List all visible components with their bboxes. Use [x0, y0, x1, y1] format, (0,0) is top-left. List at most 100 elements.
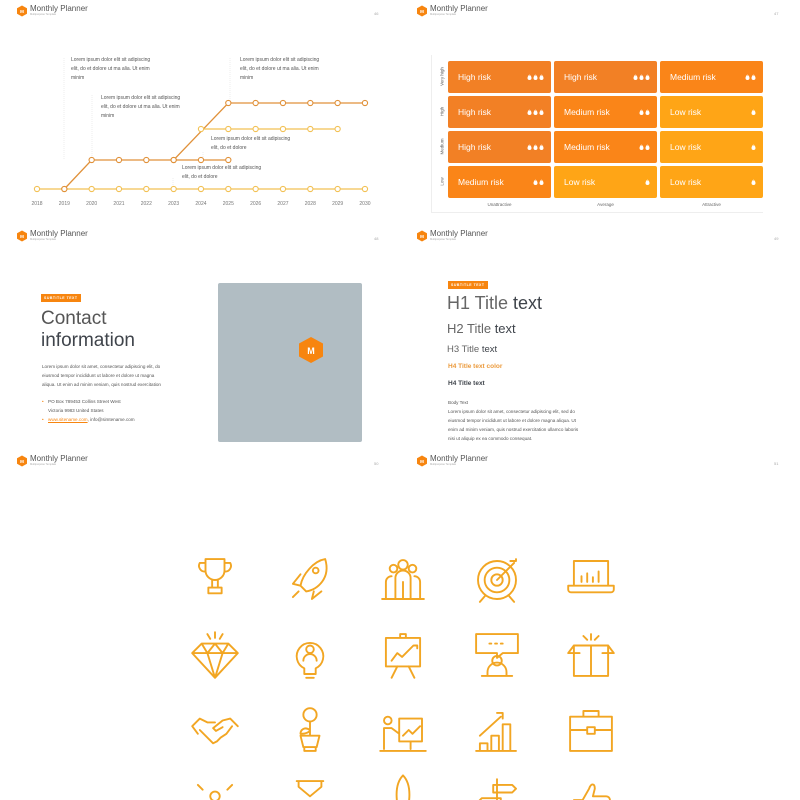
risk-cell: Low risk: [660, 96, 763, 128]
timeline-point: [252, 99, 259, 107]
year-label: 2026: [250, 201, 261, 207]
year-label: 2028: [305, 201, 316, 207]
brand-subtitle: Multipurpose Template: [30, 238, 57, 241]
open-box-icon: [567, 633, 615, 677]
svg-text:M: M: [20, 459, 24, 464]
risk-cell: Medium risk: [554, 96, 657, 128]
flame-icon: [751, 179, 756, 185]
contact-body-2: eiusmod tempor incididunt ut labore et d…: [42, 373, 155, 378]
timeline-point: [143, 156, 150, 164]
flame-icon: [645, 179, 650, 185]
laptop-chart-icon: [567, 560, 615, 594]
trophy-icon: [198, 558, 232, 595]
brand-title: Monthly Planner: [30, 229, 88, 238]
brand-subtitle: Multipurpose Template: [30, 463, 57, 466]
flame-icon: [533, 144, 538, 150]
timeline-point: [61, 185, 68, 193]
flame-icon: [533, 109, 538, 115]
risk-cell: High risk: [448, 131, 551, 163]
year-label: 2021: [113, 201, 124, 207]
flame-icon: [639, 74, 644, 80]
timeline-point: [361, 99, 369, 107]
brand-title: Monthly Planner: [30, 4, 88, 13]
timeline-point: [225, 185, 232, 193]
risk-cell: Medium risk: [660, 61, 763, 93]
brand-title: Monthly Planner: [430, 454, 488, 463]
h4-sample: H4 Title text: [448, 380, 485, 387]
risk-matrix-frame: [431, 55, 763, 213]
flame-icon: [633, 74, 638, 80]
flame-icon: [527, 109, 532, 115]
risk-cell: Low risk: [554, 166, 657, 198]
year-label: 2022: [141, 201, 152, 207]
logo-hexagon-icon: M: [299, 337, 323, 363]
row-label: Medium: [439, 138, 445, 155]
timeline-point: [88, 185, 95, 193]
page-number: 51: [774, 461, 779, 466]
timeline-annotation: Lorem ipsum dolor elit sit adipiscing el…: [71, 57, 151, 81]
flame-icon: [751, 144, 756, 150]
year-label: 2018: [31, 201, 42, 207]
icon-grid: [191, 558, 615, 800]
briefcase-icon: [569, 710, 613, 752]
flame-icon: [533, 179, 538, 185]
body-line-2: eiusmod tempor incididunt ut labore et d…: [448, 418, 576, 423]
presentation-board-icon: [384, 633, 422, 679]
timeline-point: [307, 99, 314, 107]
hourglass-icon: [295, 780, 325, 798]
bullet-icon: •: [42, 399, 44, 404]
timeline-point: [334, 99, 341, 107]
flame-icon: [539, 74, 544, 80]
h3-sample: H3 Title text: [447, 344, 498, 355]
risk-cell: Low risk: [660, 131, 763, 163]
body-line-3: enim ad minim veniam, quis nostrud exerc…: [448, 427, 579, 432]
timeline-point: [279, 185, 287, 193]
timeline-point: [143, 185, 150, 193]
year-label: 2019: [59, 201, 70, 207]
email-text: , info@simtename.com: [87, 417, 135, 422]
brand-title: Monthly Planner: [30, 454, 88, 463]
timeline-point: [115, 156, 123, 164]
timeline-point: [334, 125, 341, 133]
flame-icon: [527, 144, 532, 150]
page-number: 46: [374, 11, 379, 16]
row-label: Low: [439, 177, 445, 186]
risk-cell: High risk: [448, 96, 551, 128]
svg-text:M: M: [20, 9, 24, 14]
row-label: Very high: [439, 67, 445, 86]
year-label: 2027: [277, 201, 288, 207]
website-link[interactable]: www.sitename.com: [48, 417, 88, 422]
column-label: Unattractive: [487, 202, 512, 207]
logo-hexagon-icon: M: [17, 5, 27, 17]
timeline-point: [279, 125, 287, 133]
brand-subtitle: Multipurpose Template: [430, 13, 457, 16]
h2-sample: H2 Title text: [447, 321, 516, 336]
timeline-annotation: Lorem ipsum dolor elit sit adipiscing el…: [101, 95, 181, 119]
flame-icon: [751, 74, 756, 80]
timeline-point: [334, 185, 341, 193]
flame-icon: [533, 74, 538, 80]
brand-subtitle: Multipurpose Template: [430, 463, 457, 466]
rocket-launch-icon: [395, 774, 411, 800]
contact-body-1: Lorem ipsum dolor sit amet, consectetur …: [42, 364, 161, 369]
timeline-point: [115, 185, 123, 193]
target-icon: [477, 558, 517, 603]
svg-text:M: M: [20, 234, 24, 239]
timeline-point: [225, 99, 232, 107]
contact-title-bold: information: [41, 330, 135, 351]
h4-color-sample: H4 Title text color: [448, 363, 503, 370]
address-line-1: PO Box 789453 Collins Street West: [48, 399, 121, 404]
year-label: 2030: [359, 201, 370, 207]
timeline-annotation: Lorem ipsum dolor elit sit adipiscing el…: [211, 136, 291, 151]
brand-subtitle: Multipurpose Template: [430, 238, 457, 241]
svg-text:M: M: [420, 459, 424, 464]
logo-hexagon-icon: M: [417, 230, 427, 242]
brand-title: Monthly Planner: [430, 229, 488, 238]
risk-cell: High risk: [554, 61, 657, 93]
brand-subtitle: Multipurpose Template: [30, 13, 57, 16]
column-label: Average: [597, 202, 614, 207]
page-number: 47: [774, 11, 779, 16]
column-label: Attractive: [702, 202, 721, 207]
timeline-point: [225, 156, 232, 164]
timeline-annotation: Lorem ipsum dolor elit sit adipiscing el…: [240, 57, 320, 81]
